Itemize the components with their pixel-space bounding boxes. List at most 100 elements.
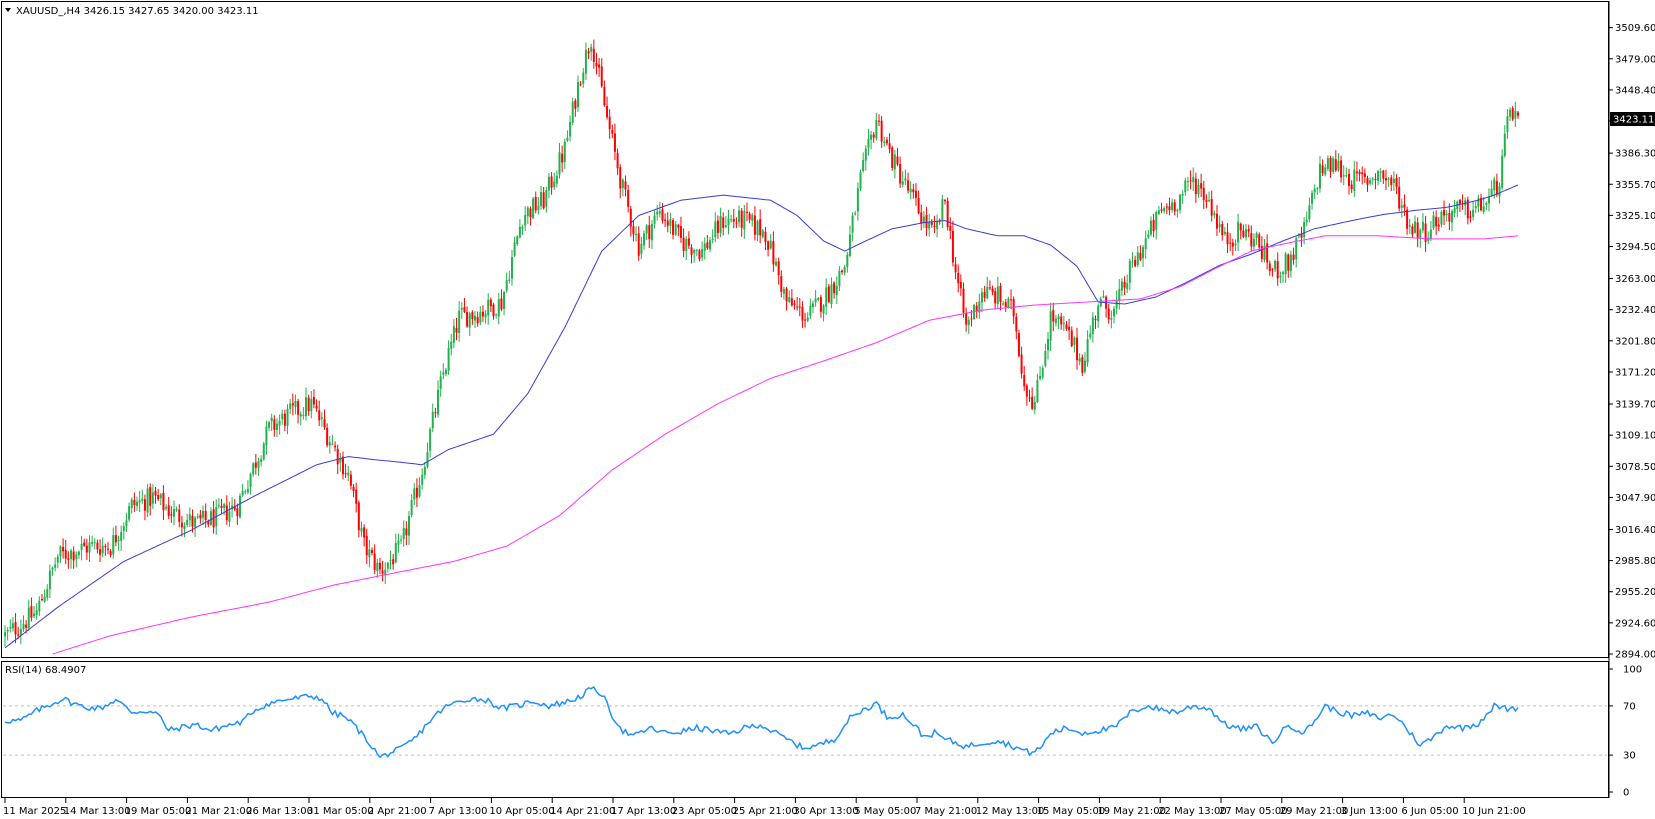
candle-bull	[936, 221, 939, 229]
candle-bear	[1329, 157, 1332, 172]
candle-bear	[1165, 206, 1168, 208]
candle-bull	[431, 411, 434, 429]
candle-bull	[278, 420, 281, 426]
candle-bull	[360, 527, 363, 532]
candle-bull	[843, 267, 846, 273]
candle-bear	[833, 282, 836, 294]
candle-bull	[1493, 179, 1496, 191]
candle-bull	[1427, 237, 1430, 242]
candle-bull	[80, 544, 83, 551]
candle-bear	[344, 473, 347, 475]
price-tick-label: 3171.20	[1615, 367, 1655, 378]
candle-bear	[804, 319, 807, 321]
candle-bear	[1068, 326, 1071, 331]
price-tick-label: 3109.10	[1615, 431, 1655, 442]
candle-bull	[566, 137, 569, 141]
candle-bull	[1078, 358, 1081, 362]
candle-bull	[505, 280, 508, 291]
candle-bull	[883, 141, 886, 144]
candle-bear	[735, 222, 738, 224]
candle-bear	[1403, 204, 1406, 208]
candle-bear	[1107, 308, 1110, 320]
candle-bull	[175, 508, 178, 511]
candle-bear	[204, 510, 207, 521]
time-tick-label: 23 Apr 05:00	[672, 806, 737, 817]
candle-bull	[1089, 333, 1092, 338]
candle-bull	[1490, 188, 1493, 196]
candle-bull	[540, 191, 543, 207]
candle-bull	[1326, 158, 1329, 169]
candle-bear	[613, 133, 616, 152]
candle-bear	[1247, 229, 1250, 232]
candle-bear	[233, 506, 236, 510]
candle-bear	[104, 545, 107, 547]
candle-bear	[748, 213, 751, 220]
candle-bear	[1469, 216, 1472, 218]
candle-bull	[1041, 367, 1044, 378]
candle-bull	[851, 215, 854, 233]
candle-bull	[510, 257, 513, 279]
candle-bull	[88, 542, 91, 553]
candle-bear	[1458, 199, 1461, 204]
candle-bear	[207, 521, 210, 525]
candle-bear	[67, 558, 70, 560]
candle-bear	[991, 288, 994, 293]
candle-bull	[1342, 175, 1345, 177]
candle-bear	[273, 419, 276, 430]
candle-bull	[275, 423, 278, 430]
candle-bear	[283, 413, 286, 426]
candle-bear	[632, 226, 635, 235]
candle-bear	[315, 405, 318, 409]
candle-bull	[310, 398, 313, 412]
candle-bull	[165, 506, 168, 509]
candle-bull	[1110, 318, 1113, 320]
candle-bear	[1226, 232, 1229, 245]
candle-bull	[521, 226, 524, 229]
rsi-line	[4, 685, 1519, 759]
candle-bear	[920, 212, 923, 224]
candle-bear	[1250, 233, 1253, 247]
candle-bull	[1289, 254, 1292, 271]
candle-bull	[410, 500, 413, 516]
candle-bull	[569, 121, 572, 137]
candle-bear	[888, 143, 891, 149]
candle-bear	[745, 211, 748, 213]
candle-bull	[117, 539, 120, 541]
price-tick-label: 2924.60	[1615, 618, 1655, 629]
candle-bear	[930, 222, 933, 225]
candle-bull	[1197, 184, 1200, 195]
candle-bear	[598, 64, 601, 68]
candle-bull	[761, 230, 764, 237]
candle-bull	[846, 254, 849, 268]
candle-bull	[376, 562, 379, 572]
candle-bear	[885, 139, 888, 144]
candle-bear	[1031, 396, 1034, 409]
candle-bull	[368, 549, 371, 558]
candle-bull	[862, 159, 865, 171]
candle-bear	[455, 327, 458, 333]
candle-bear	[606, 106, 609, 118]
candle-bear	[1363, 173, 1366, 177]
candle-bear	[180, 522, 183, 528]
triangle-down-icon[interactable]	[5, 8, 11, 12]
price-pane-frame	[1, 1, 1609, 658]
candle-bull	[518, 226, 521, 238]
candle-bull	[922, 216, 925, 224]
candle-bull	[1371, 178, 1374, 180]
candle-bear	[1052, 310, 1055, 322]
price-tick-label: 3201.80	[1615, 336, 1655, 347]
candle-bull	[621, 179, 624, 188]
candle-bear	[790, 298, 793, 306]
candle-bear	[1094, 318, 1097, 320]
candle-bull	[809, 305, 812, 316]
candle-bear	[944, 200, 947, 202]
candle-bull	[429, 429, 432, 451]
candle-bull	[468, 313, 471, 328]
price-tick-label: 3263.00	[1615, 274, 1655, 285]
candle-bull	[270, 417, 273, 422]
candle-bear	[1015, 316, 1018, 332]
candle-bull	[553, 181, 556, 188]
time-tick-label: 29 May 21:00	[1280, 806, 1349, 817]
candle-bull	[93, 542, 96, 544]
